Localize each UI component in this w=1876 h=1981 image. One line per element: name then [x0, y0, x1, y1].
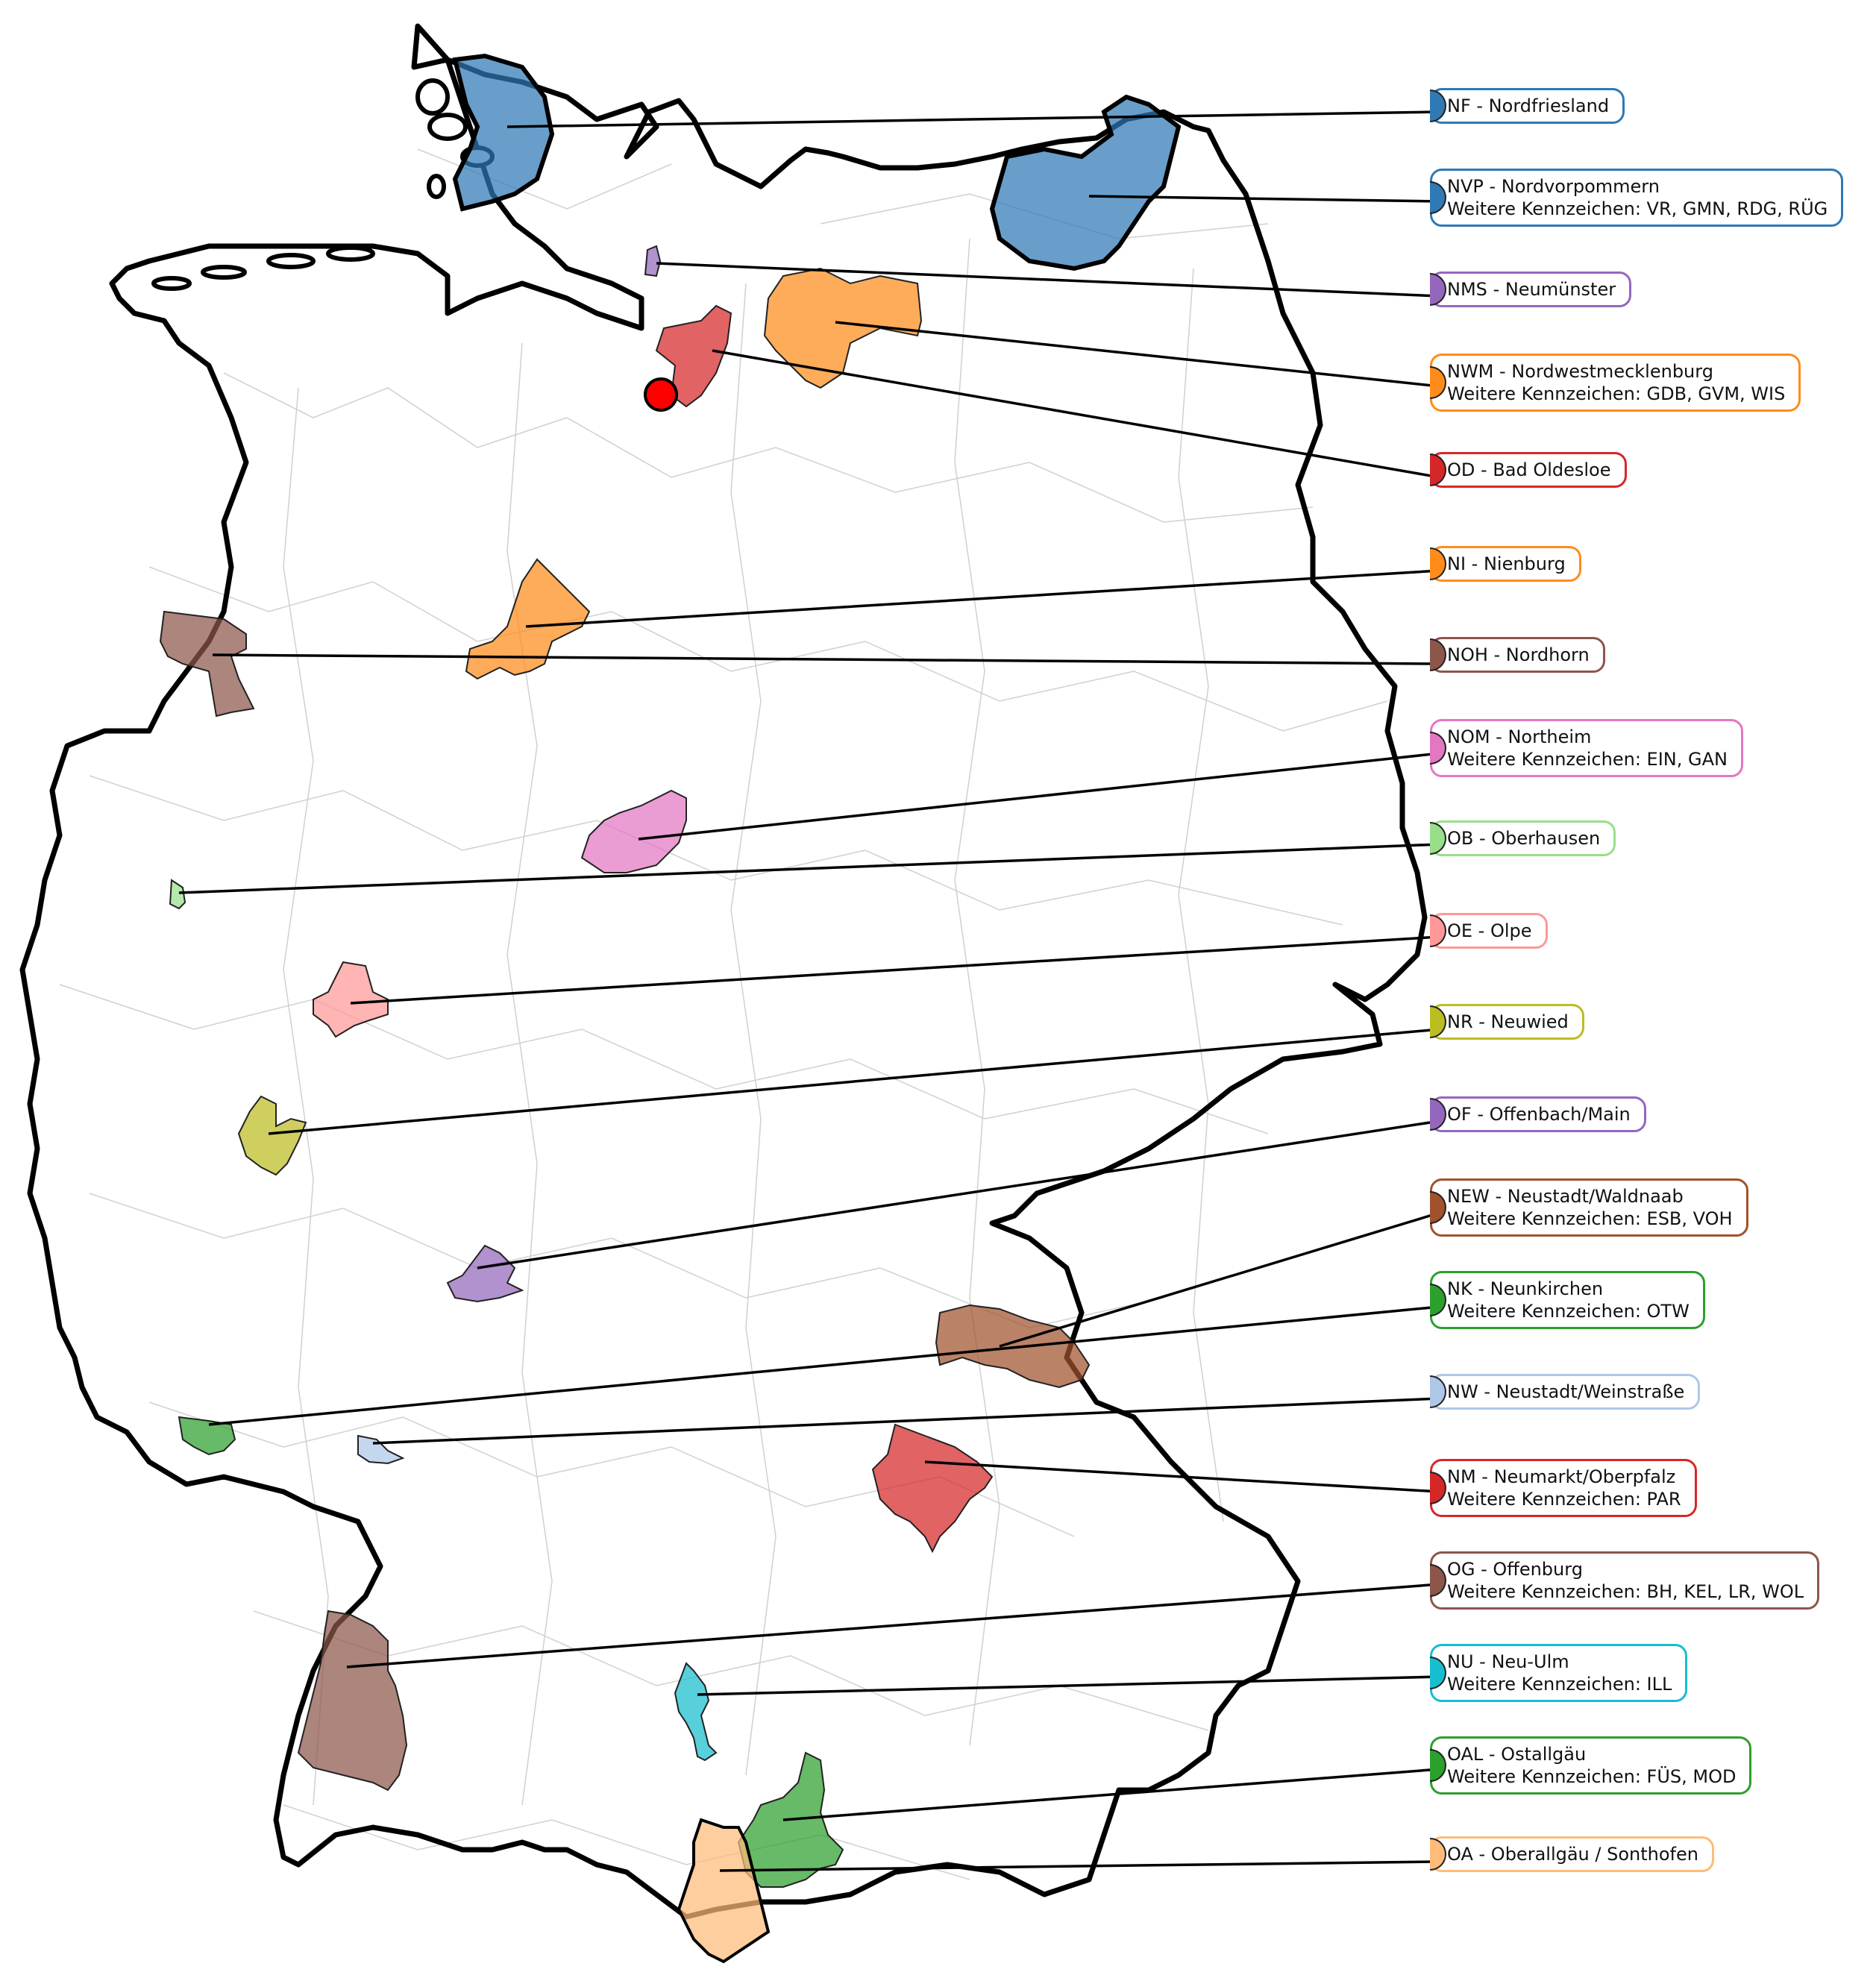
label-title: NK - Neunkirchen: [1447, 1278, 1604, 1299]
label-og: OG - Offenburg Weitere Kennzeichen: BH, K…: [1430, 1551, 1820, 1610]
highlighted-regions: [159, 53, 1182, 1964]
region-nms: [644, 245, 662, 277]
label-extra: Weitere Kennzeichen: VR, GMN, RDG, RÜG: [1447, 198, 1828, 219]
region-ni: [465, 558, 591, 680]
label-nm: NM - Neumarkt/Oberpfalz Weitere Kennzeich…: [1430, 1459, 1697, 1517]
label-new: NEW - Neustadt/Waldnaab Weitere Kennzeich…: [1430, 1178, 1748, 1237]
region-oa: [677, 1818, 771, 1964]
label-swatch: [1430, 822, 1446, 855]
district-grid: [59, 148, 1388, 1880]
label-title: OD - Bad Oldesloe: [1447, 459, 1611, 480]
label-nr: NR - Neuwied: [1430, 1004, 1584, 1040]
label-title: NWM - Nordwestmecklenburg: [1447, 361, 1713, 382]
region-og: [297, 1610, 408, 1792]
label-title: NM - Neumarkt/Oberpfalz: [1447, 1466, 1676, 1487]
label-title: NOM - Northeim: [1447, 726, 1592, 747]
label-swatch: [1430, 1191, 1446, 1224]
label-oal: OAL - Ostallgäu Weitere Kennzeichen: FÜS,…: [1430, 1736, 1752, 1795]
label-swatch: [1430, 638, 1446, 671]
label-extra: Weitere Kennzeichen: EIN, GAN: [1447, 749, 1728, 770]
label-swatch: [1430, 181, 1446, 214]
region-new: [935, 1304, 1091, 1389]
leader-lines: [178, 110, 1440, 1872]
north-islands: [151, 78, 495, 291]
label-swatch: [1430, 273, 1446, 306]
label-swatch: [1430, 1657, 1446, 1689]
label-swatch: [1430, 366, 1446, 399]
label-title: OF - Offenbach/Main: [1447, 1104, 1631, 1125]
label-title: NEW - Neustadt/Waldnaab: [1447, 1186, 1684, 1207]
label-swatch: [1430, 1284, 1446, 1316]
label-swatch: [1430, 1005, 1446, 1038]
label-swatch: [1430, 1098, 1446, 1131]
region-nwm: [763, 267, 923, 389]
region-nf: [452, 53, 555, 212]
label-extra: Weitere Kennzeichen: PAR: [1447, 1489, 1681, 1510]
label-swatch: [1430, 1749, 1446, 1782]
label-title: OB - Oberhausen: [1447, 828, 1601, 849]
region-nvp: [989, 94, 1182, 271]
label-title: NU - Neu-Ulm: [1447, 1651, 1569, 1672]
label-title: NOH - Nordhorn: [1447, 644, 1590, 665]
label-extra: Weitere Kennzeichen: GDB, GVM, WIS: [1447, 383, 1786, 404]
region-od: [655, 304, 732, 408]
label-title: NMS - Neumünster: [1447, 279, 1616, 300]
region-ob: [169, 879, 186, 910]
label-ob: OB - Oberhausen: [1430, 820, 1616, 856]
region-nu: [674, 1662, 718, 1762]
label-swatch: [1430, 1375, 1446, 1408]
label-swatch: [1430, 732, 1446, 765]
label-title: NR - Neuwied: [1447, 1011, 1569, 1032]
region-of: [446, 1244, 524, 1303]
label-swatch: [1430, 1564, 1446, 1597]
label-od: OD - Bad Oldesloe: [1430, 452, 1627, 488]
label-title: OG - Offenburg: [1447, 1559, 1583, 1580]
label-extra: Weitere Kennzeichen: BH, KEL, LR, WOL: [1447, 1581, 1804, 1602]
label-nms: NMS - Neumünster: [1430, 271, 1632, 307]
label-oa: OA - Oberallgäu / Sonthofen: [1430, 1836, 1714, 1872]
label-nf: NF - Nordfriesland: [1430, 88, 1625, 124]
label-title: NW - Neustadt/Weinstraße: [1447, 1381, 1685, 1402]
label-swatch: [1430, 914, 1446, 947]
label-nvp: NVP - Nordvorpommern Weitere Kennzeichen:…: [1430, 169, 1844, 227]
label-title: NI - Nienburg: [1447, 553, 1566, 574]
label-extra: Weitere Kennzeichen: ILL: [1447, 1674, 1672, 1695]
label-nu: NU - Neu-Ulm Weitere Kennzeichen: ILL: [1430, 1644, 1688, 1702]
label-title: OE - Olpe: [1447, 920, 1532, 941]
label-extra: Weitere Kennzeichen: ESB, VOH: [1447, 1208, 1733, 1229]
region-oe: [313, 961, 389, 1038]
label-nom: NOM - Northeim Weitere Kennzeichen: EIN, …: [1430, 719, 1743, 777]
label-extra: Weitere Kennzeichen: FÜS, MOD: [1447, 1766, 1737, 1787]
label-title: OA - Oberallgäu / Sonthofen: [1447, 1844, 1698, 1865]
label-swatch: [1430, 547, 1446, 580]
region-nk: [178, 1416, 236, 1456]
label-swatch: [1430, 1838, 1446, 1871]
label-title: OAL - Ostallgäu: [1447, 1744, 1587, 1765]
label-swatch: [1430, 453, 1446, 486]
region-nw: [357, 1434, 405, 1465]
label-swatch: [1430, 90, 1446, 122]
label-nw: NW - Neustadt/Weinstraße: [1430, 1374, 1701, 1410]
reference-marker: [644, 377, 678, 412]
region-nom: [580, 789, 687, 873]
label-swatch: [1430, 1472, 1446, 1504]
label-nwm: NWM - Nordwestmecklenburg Weitere Kennzei…: [1430, 354, 1801, 412]
region-noh: [159, 610, 255, 718]
region-nr: [237, 1095, 307, 1176]
label-ni: NI - Nienburg: [1430, 546, 1581, 582]
label-title: NF - Nordfriesland: [1447, 95, 1610, 116]
region-nm: [871, 1423, 994, 1554]
label-oe: OE - Olpe: [1430, 913, 1548, 949]
label-title: NVP - Nordvorpommern: [1447, 176, 1660, 197]
label-of: OF - Offenbach/Main: [1430, 1096, 1646, 1132]
label-noh: NOH - Nordhorn: [1430, 637, 1605, 673]
label-nk: NK - Neunkirchen Weitere Kennzeichen: OTW: [1430, 1271, 1705, 1329]
label-extra: Weitere Kennzeichen: OTW: [1447, 1301, 1690, 1322]
